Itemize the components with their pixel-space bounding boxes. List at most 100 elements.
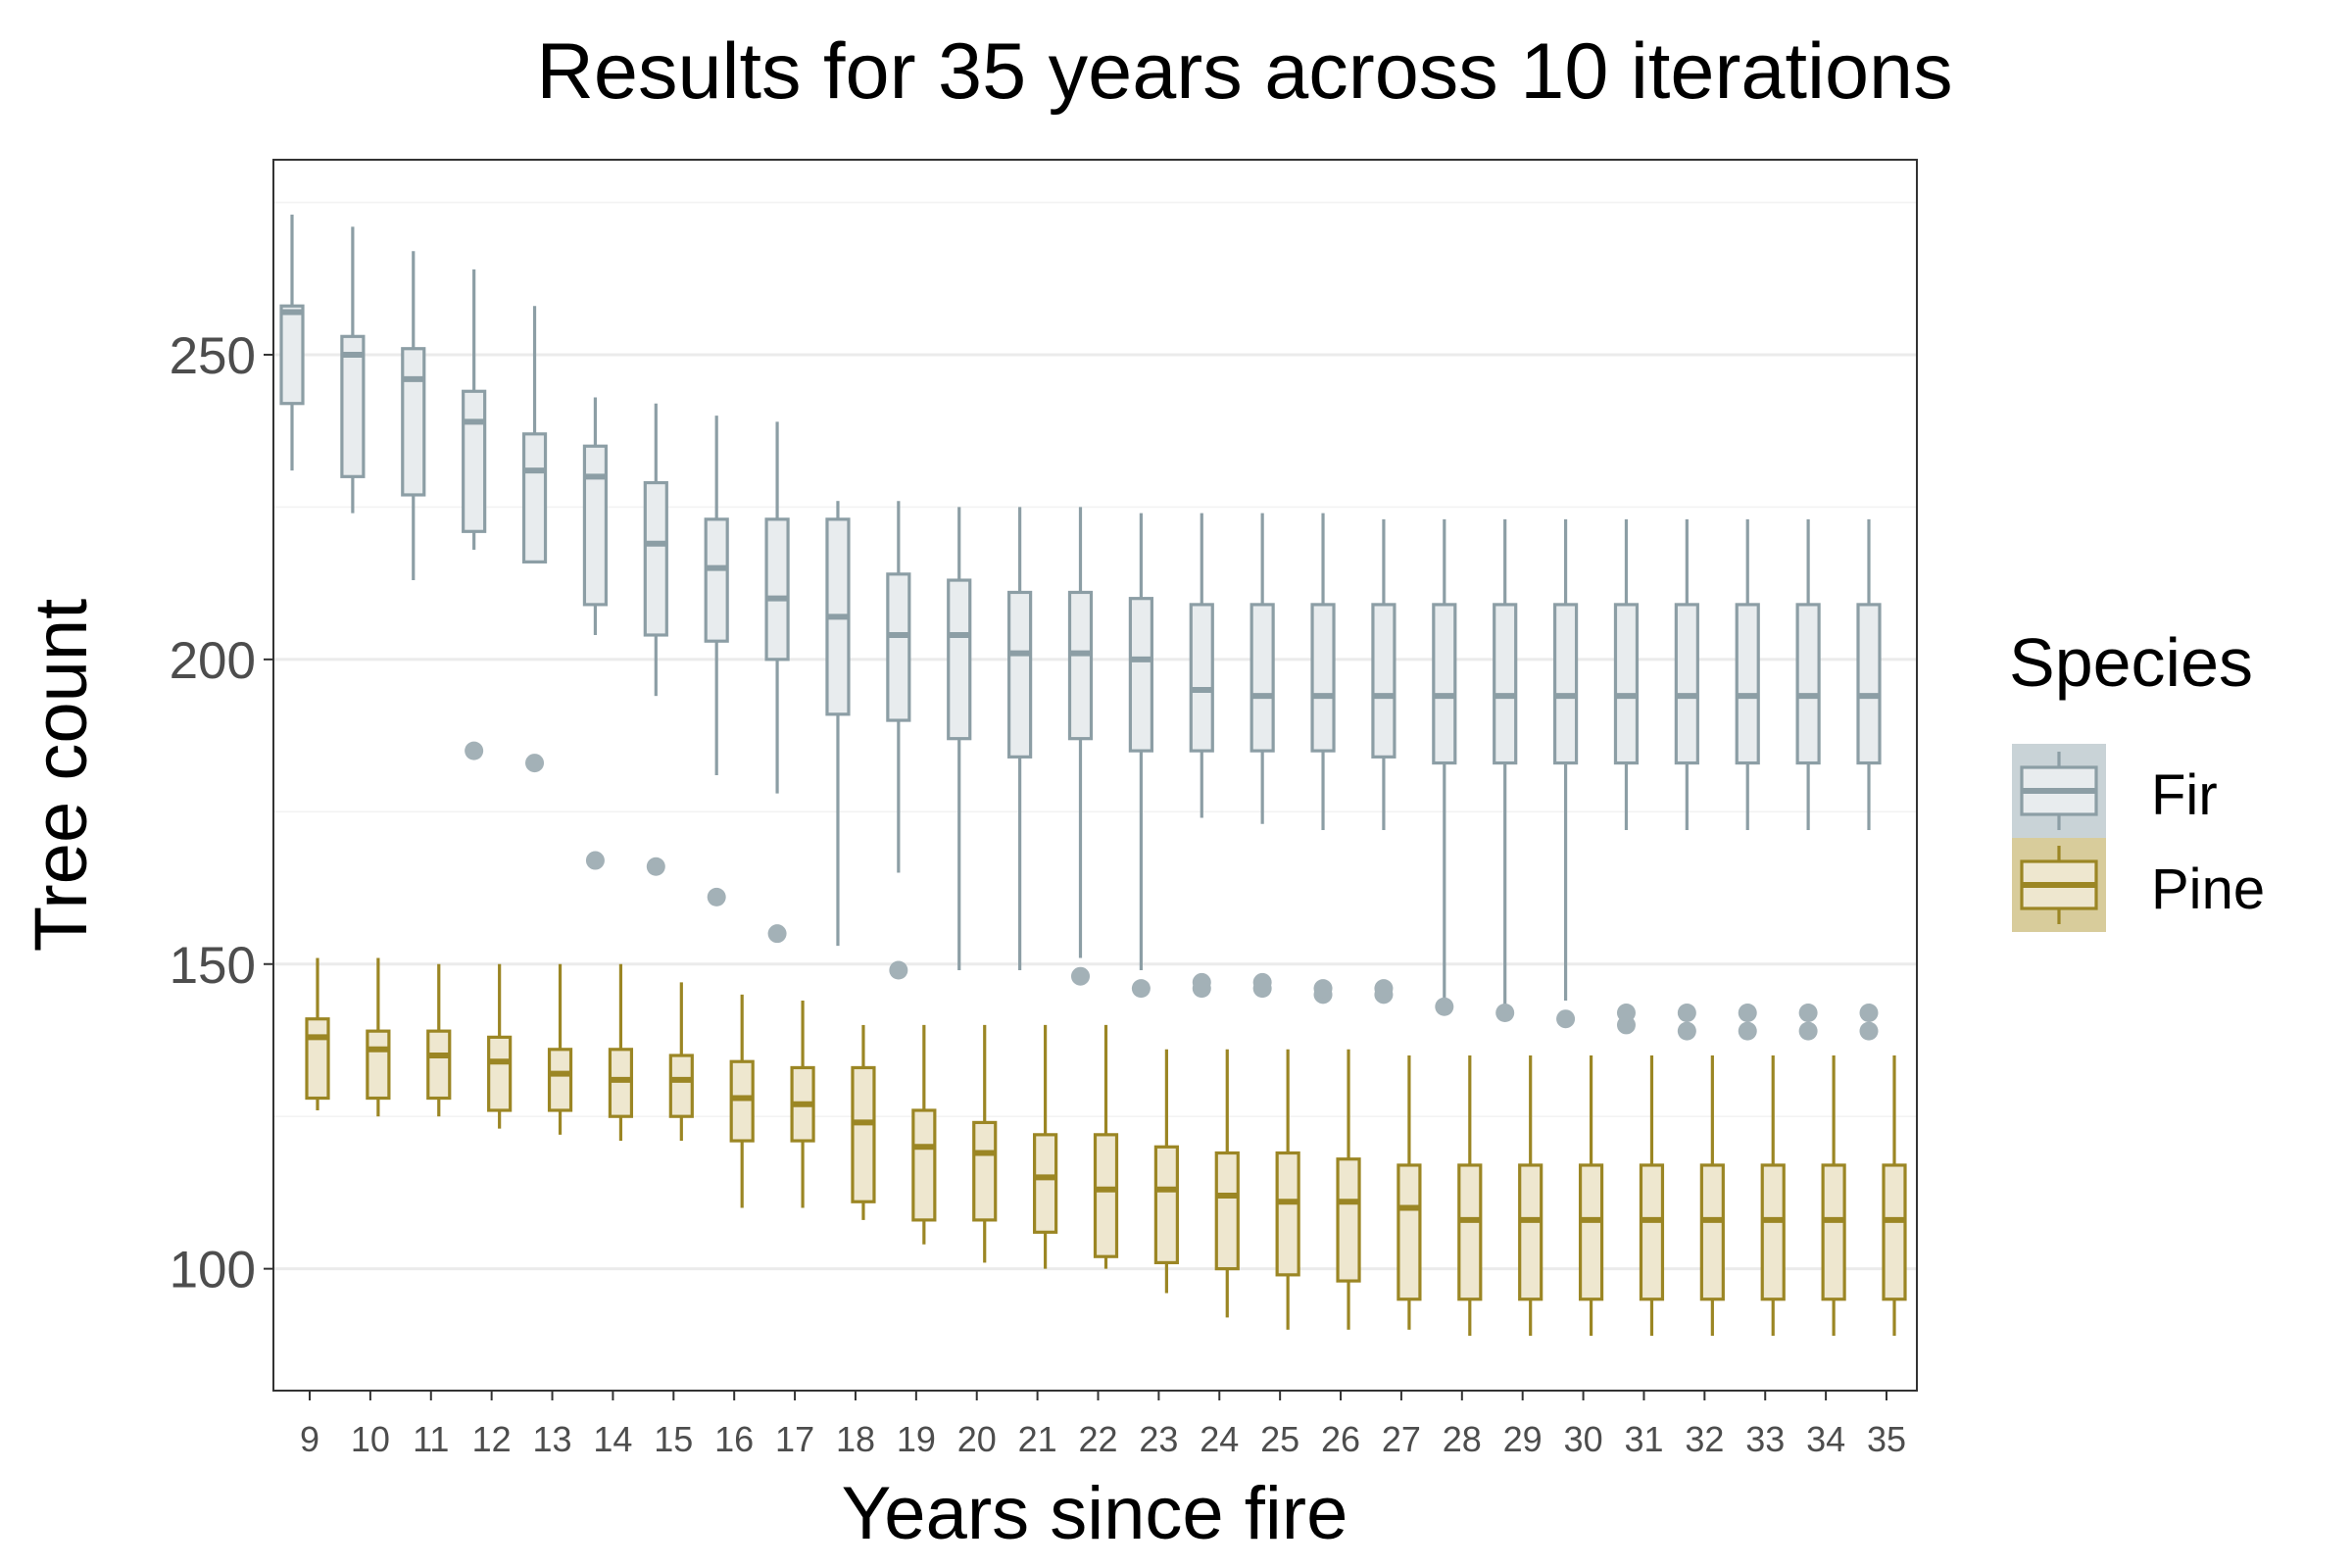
chart-title: Results for 35 years across 10 iteration…	[536, 27, 1952, 116]
fir-box	[1189, 513, 1214, 999]
pine-iqr-box	[1336, 1157, 1361, 1283]
x-tick-label: 14	[593, 1419, 632, 1459]
fir-box	[279, 214, 305, 471]
x-tick-label: 34	[1806, 1419, 1845, 1459]
pine-box	[851, 1024, 876, 1220]
fir-outlier-point	[707, 887, 726, 906]
y-tick-label: 150	[170, 937, 256, 995]
fir-iqr-box	[521, 432, 548, 564]
fir-iqr-box	[1007, 590, 1033, 759]
fir-box	[1007, 507, 1033, 970]
fir-box	[340, 226, 366, 514]
fir-outlier-point	[1859, 1003, 1879, 1022]
fir-iqr-box	[1189, 603, 1214, 753]
pine-iqr-box	[1821, 1163, 1846, 1301]
fir-outlier-point	[1495, 1003, 1515, 1022]
pine-iqr-box	[1457, 1163, 1483, 1301]
pine-iqr-box	[547, 1048, 573, 1112]
pine-box	[729, 994, 755, 1208]
pine-iqr-box	[1760, 1163, 1786, 1301]
fir-iqr-box	[1856, 603, 1882, 765]
pine-box	[547, 963, 573, 1135]
fir-iqr-box	[462, 389, 487, 533]
fir-box	[401, 251, 426, 581]
pine-iqr-box	[1578, 1163, 1604, 1301]
fir-iqr-box	[340, 334, 366, 478]
x-tick-label: 11	[413, 1419, 449, 1459]
x-tick-label: 24	[1200, 1419, 1239, 1459]
pine-box	[1153, 1049, 1179, 1294]
y-axis: 100 150 200 250	[170, 327, 273, 1299]
pine-box	[487, 963, 513, 1129]
pine-box	[1821, 1055, 1846, 1337]
fir-outlier-point	[1677, 1021, 1696, 1041]
fir-outlier-point	[1616, 1003, 1636, 1022]
fir-iqr-box	[1493, 603, 1518, 765]
x-tick-label: 20	[957, 1419, 997, 1459]
y-tick-label: 250	[170, 327, 256, 385]
pine-iqr-box	[1275, 1151, 1300, 1277]
pine-box	[366, 957, 391, 1117]
pine-iqr-box	[305, 1017, 330, 1101]
fir-box	[1432, 518, 1457, 1016]
fir-outlier-point	[1556, 1009, 1576, 1029]
legend-key-pine	[2012, 838, 2106, 932]
fir-outlier-point	[1798, 1003, 1818, 1022]
x-tick-label: 35	[1867, 1419, 1906, 1459]
fir-iqr-box	[1128, 597, 1153, 753]
box-layer	[279, 214, 1907, 1337]
fir-outlier-point	[1131, 979, 1151, 999]
fir-box	[1310, 513, 1336, 1004]
fir-iqr-box	[643, 480, 668, 637]
fir-box	[1493, 518, 1518, 1022]
fir-iqr-box	[1674, 603, 1699, 765]
x-tick-label: 30	[1564, 1419, 1603, 1459]
pine-box	[1093, 1024, 1119, 1269]
x-tick-label: 9	[300, 1419, 319, 1459]
x-tick-label: 17	[775, 1419, 814, 1459]
pine-box	[1033, 1024, 1058, 1269]
pine-box	[790, 1001, 815, 1208]
pine-box	[972, 1024, 998, 1263]
fir-outlier-point	[1313, 979, 1333, 999]
pine-box	[1699, 1055, 1725, 1337]
fir-iqr-box	[1552, 603, 1579, 765]
fir-box	[947, 507, 972, 970]
fir-iqr-box	[1735, 603, 1760, 765]
fir-outlier-point	[1374, 979, 1394, 999]
pine-box	[1457, 1055, 1483, 1337]
pine-box	[426, 963, 452, 1117]
fir-iqr-box	[582, 444, 609, 607]
pine-box	[608, 963, 634, 1142]
fir-box	[1371, 518, 1396, 1004]
pine-box	[1639, 1055, 1665, 1337]
fir-box	[1613, 518, 1640, 1035]
pine-iqr-box	[668, 1054, 694, 1118]
pine-box	[1760, 1055, 1786, 1337]
legend-title: Species	[2009, 624, 2253, 701]
panel-border	[272, 159, 1918, 1392]
pine-box	[1882, 1055, 1907, 1337]
pine-iqr-box	[1033, 1133, 1058, 1234]
fir-outlier-point	[889, 960, 908, 980]
fir-iqr-box	[1310, 603, 1336, 753]
x-tick-label: 10	[351, 1419, 390, 1459]
x-tick-label: 33	[1745, 1419, 1785, 1459]
fir-outlier-point	[1859, 1021, 1879, 1041]
fir-box	[1735, 518, 1760, 1041]
fir-box	[764, 421, 790, 944]
fir-iqr-box	[1371, 603, 1396, 759]
fir-box	[582, 397, 609, 870]
fir-outlier-point	[1252, 972, 1272, 992]
fir-iqr-box	[1613, 603, 1640, 765]
fir-iqr-box	[704, 517, 729, 643]
x-tick-label: 22	[1078, 1419, 1117, 1459]
pine-box	[668, 982, 694, 1142]
pine-iqr-box	[608, 1048, 634, 1118]
legend-keys	[2012, 744, 2106, 932]
fir-outlier-point	[646, 857, 665, 876]
pine-iqr-box	[366, 1029, 391, 1101]
fir-box	[704, 416, 729, 906]
x-tick-label: 18	[836, 1419, 875, 1459]
fir-iqr-box	[947, 578, 972, 741]
